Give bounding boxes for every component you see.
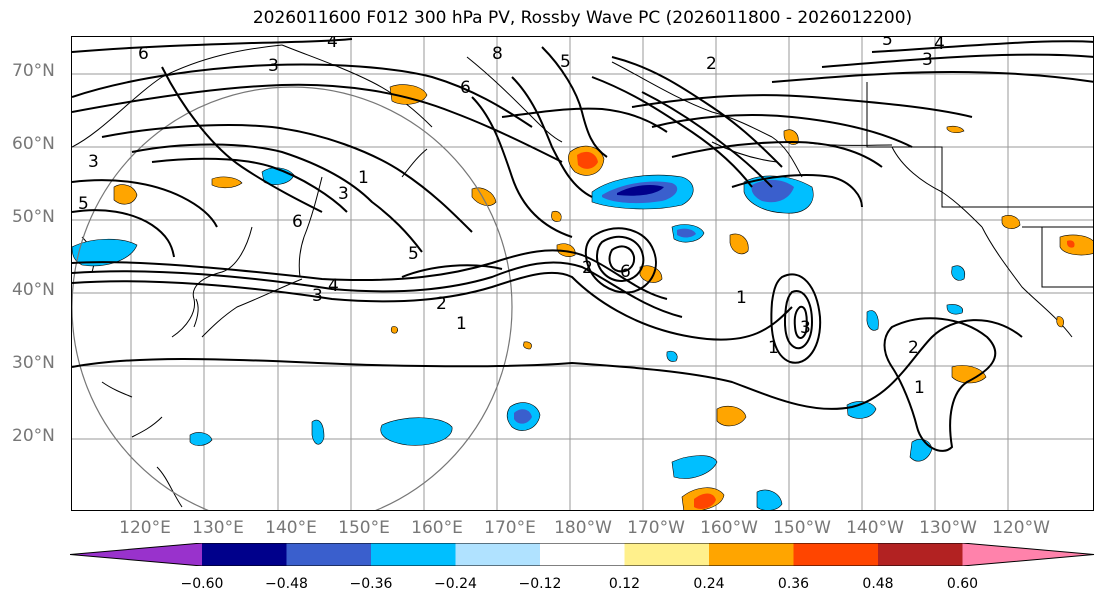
contour-label: 3 bbox=[922, 50, 933, 70]
colorbar-tick-label: 0.12 bbox=[608, 576, 641, 592]
map-canvas: 6 4 3 8 5 3 4 2 3 3 5 6 1 5 6 5 4 3 2 1 … bbox=[72, 37, 1093, 510]
colorbar-extend-min bbox=[70, 543, 202, 566]
lat-label-60n: 60°N bbox=[12, 134, 55, 154]
lon-label-160e: 160°E bbox=[411, 518, 463, 538]
coastlines bbox=[72, 44, 1093, 508]
lat-label-40n: 40°N bbox=[12, 280, 55, 300]
lon-label-150e: 150°E bbox=[338, 518, 390, 538]
contour-label: 2 bbox=[706, 54, 717, 74]
lat-label-30n: 30°N bbox=[12, 353, 55, 373]
contour-label: 1 bbox=[768, 338, 779, 358]
colorbar-swatch bbox=[793, 543, 878, 566]
map-title: 2026011600 F012 300 hPa PV, Rossby Wave … bbox=[252, 8, 913, 28]
lon-label-140e: 140°E bbox=[265, 518, 317, 538]
colorbar-swatch bbox=[709, 543, 794, 566]
contour-label: 5 bbox=[408, 244, 419, 264]
lon-label-130e: 130°E bbox=[192, 518, 244, 538]
contour-labels: 6 4 3 8 5 3 4 2 3 3 5 6 1 5 6 5 4 3 2 1 … bbox=[78, 37, 945, 398]
lon-label-150w: 150°W bbox=[773, 518, 831, 538]
lon-label-170w: 170°W bbox=[627, 518, 685, 538]
contour-label: 4 bbox=[327, 37, 338, 52]
lon-label-140w: 140°W bbox=[846, 518, 904, 538]
lon-label-180w: 180°W bbox=[554, 518, 612, 538]
contour-label: 3 bbox=[88, 152, 99, 172]
lon-label-120e: 120°E bbox=[119, 518, 171, 538]
contour-label: 6 bbox=[460, 78, 471, 98]
lon-label-130w: 130°W bbox=[919, 518, 977, 538]
contour-label: 4 bbox=[934, 37, 945, 54]
colorbar-tick-label: 0.60 bbox=[946, 576, 979, 592]
colorbar-extend-max bbox=[962, 543, 1094, 566]
rossby-wave-reference-circle bbox=[72, 86, 513, 510]
contour-label: 6 bbox=[620, 262, 631, 282]
contour-label: 1 bbox=[736, 288, 747, 308]
contour-label: 5 bbox=[882, 37, 893, 50]
lon-label-120w: 120°W bbox=[992, 518, 1050, 538]
colorbar-tick-label: −0.36 bbox=[349, 576, 393, 592]
colorbar-tick-label: −0.12 bbox=[518, 576, 562, 592]
colorbar-swatch bbox=[540, 543, 625, 566]
contour-label: 6 bbox=[292, 212, 303, 232]
contour-label: 5 bbox=[78, 194, 89, 214]
shaded-anomalies bbox=[72, 84, 1093, 510]
colorbar-swatch bbox=[286, 543, 371, 566]
contour-label: 2 bbox=[908, 338, 919, 358]
lat-label-20n: 20°N bbox=[12, 426, 55, 446]
colorbar-tick-label: 0.24 bbox=[693, 576, 725, 592]
colorbar-tick-label: −0.60 bbox=[180, 576, 224, 592]
contour-label: 1 bbox=[456, 314, 467, 334]
pv-contours bbox=[72, 38, 1093, 452]
colorbar-tick-label: −0.24 bbox=[434, 576, 477, 592]
contour-label: 1 bbox=[358, 168, 369, 188]
colorbar-swatch bbox=[371, 543, 456, 566]
colorbar bbox=[70, 543, 1095, 566]
lat-label-50n: 50°N bbox=[12, 207, 55, 227]
contour-label: 3 bbox=[800, 318, 811, 338]
contour-label: 4 bbox=[328, 276, 339, 296]
lon-label-160w: 160°W bbox=[700, 518, 758, 538]
lat-label-70n: 70°N bbox=[12, 61, 55, 81]
contour-label: 5 bbox=[560, 52, 571, 72]
contour-label: 3 bbox=[338, 184, 349, 204]
colorbar-tick-label: −0.48 bbox=[265, 576, 308, 592]
contour-label: 8 bbox=[492, 44, 503, 64]
map-panel: 6 4 3 8 5 3 4 2 3 3 5 6 1 5 6 5 4 3 2 1 … bbox=[71, 36, 1094, 511]
colorbar-swatch bbox=[455, 543, 540, 566]
colorbar-outline bbox=[70, 543, 1095, 566]
contour-label: 1 bbox=[914, 378, 925, 398]
contour-label: 3 bbox=[268, 56, 279, 76]
contour-label: 6 bbox=[138, 44, 149, 64]
contour-label: 2 bbox=[436, 294, 447, 314]
contour-label: 3 bbox=[312, 286, 323, 306]
colorbar-swatch bbox=[624, 543, 709, 566]
lon-label-170e: 170°E bbox=[484, 518, 536, 538]
colorbar-swatch bbox=[878, 543, 963, 566]
colorbar-tick-label: 0.36 bbox=[777, 576, 810, 592]
colorbar-tick-label: 0.48 bbox=[862, 576, 894, 592]
contour-label: 2 bbox=[582, 258, 593, 278]
colorbar-swatch bbox=[202, 543, 287, 566]
